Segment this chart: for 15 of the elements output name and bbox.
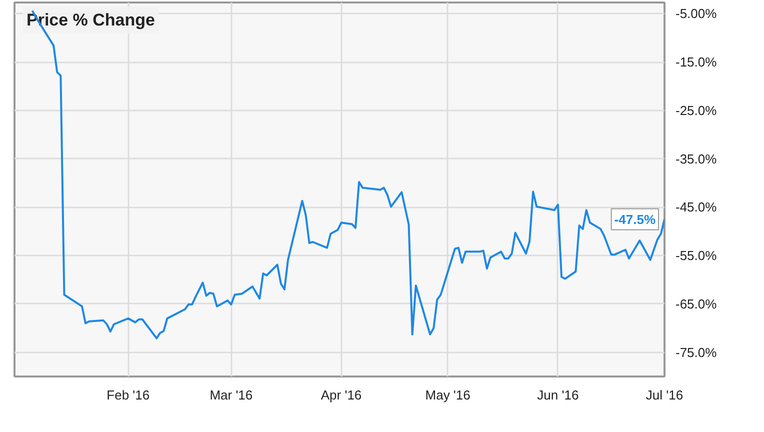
y-tick-label: -65.0% <box>676 296 718 312</box>
y-tick-label: -5.00% <box>676 6 718 22</box>
annotation: -47.5% <box>614 212 656 227</box>
y-tick-label: -45.0% <box>676 200 718 215</box>
x-tick-label: Apr '16 <box>320 388 362 402</box>
y-tick-label: -75.0% <box>676 344 718 360</box>
y-tick-label: -25.0% <box>676 102 718 118</box>
y-tick-label: -35.0% <box>676 151 718 166</box>
x-tick-label: Jun '16 <box>537 388 579 402</box>
x-tick-label: Mar '16 <box>210 388 253 402</box>
x-tick-label: Feb '16 <box>106 388 150 402</box>
x-tick-label: May '16 <box>425 388 470 402</box>
x-tick-label: Jul '16 <box>646 388 684 402</box>
y-tick-label: -55.0% <box>676 248 718 264</box>
y-tick-label: -15.0% <box>676 54 718 70</box>
